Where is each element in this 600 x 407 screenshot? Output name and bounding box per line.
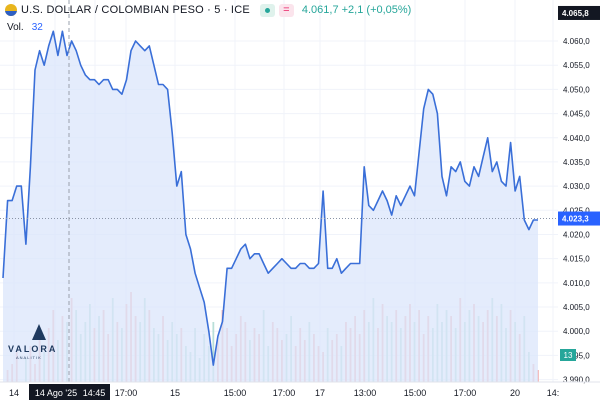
y-tick-label: 4.020,0 [563, 230, 590, 239]
x-tick-label: 15:00 [404, 388, 427, 398]
price-line [2, 30, 538, 366]
x-tick-label: 20 [510, 388, 520, 398]
volume-label: Vol. [7, 22, 24, 33]
x-tick-label: 14 Ago '25 [35, 388, 77, 398]
price-badges: 4.065,8 4.023,3 13 [558, 5, 600, 361]
equals-button[interactable]: = [278, 3, 294, 17]
logo-word: VALORA [8, 344, 58, 354]
price-area [3, 31, 538, 383]
watermark-logo: VALORA ANALITIK [8, 320, 68, 360]
x-tick-label: 15:00 [224, 388, 247, 398]
symbol-title[interactable]: U.S. DOLLAR / COLOMBIAN PESO · 5 · ICE [21, 4, 250, 16]
y-tick-label: 4.040,0 [563, 134, 590, 143]
y-tick-label: 4.060,0 [563, 37, 590, 46]
flag-icon [5, 4, 17, 16]
y-tick-label: 3.995,0 [563, 351, 590, 360]
y-tick-label: 4.045,0 [563, 110, 590, 119]
market-status-icon[interactable] [259, 3, 275, 17]
volume-value: 32 [31, 22, 43, 33]
y-tick-label: 4.035,0 [563, 158, 590, 167]
y-tick-label: 4.030,0 [563, 182, 590, 191]
price-axis[interactable]: 4.060,0 4.055,0 4.050,0 4.045,0 4.040,0 4.035… [558, 0, 600, 385]
time-axis[interactable]: 14 14 Ago '25 14:45 17:00 15 15:00 17:00 17 13:0… [0, 381, 600, 400]
x-tick-label: 15 [170, 388, 180, 398]
x-tick-label: 17:00 [273, 388, 296, 398]
volume-bar [212, 322, 215, 382]
y-tick-label: 4.015,0 [563, 255, 590, 264]
y-tick-label: 3.990,0 [563, 376, 590, 385]
logo-subword: ANALITIK [16, 355, 42, 360]
high-price-badge [558, 5, 600, 20]
price-axis-bg [558, 0, 600, 382]
y-tick-label: 4.050,0 [563, 85, 590, 94]
x-tick-label: 14:45 [83, 388, 106, 398]
volume-badge-text: 13 [564, 351, 573, 360]
volume-legend[interactable]: Vol. 32 [7, 22, 43, 33]
x-tick-label: 14 [9, 388, 19, 398]
x-tick-label: 17 [315, 388, 325, 398]
x-tick-label: 17:00 [115, 388, 138, 398]
y-tick-label: 4.005,0 [563, 303, 590, 312]
x-tick-label: 14: [547, 388, 560, 398]
y-tick-label: 4.055,0 [563, 61, 590, 70]
volume-badge [560, 349, 576, 361]
chart-header: U.S. DOLLAR / COLOMBIAN PESO · 5 · ICE =… [0, 0, 560, 20]
high-price-badge-text: 4.065,8 [562, 9, 589, 18]
price-change: 4.061,7 +2,1 (+0,05%) [301, 4, 412, 16]
crosshair-time-badge [29, 384, 110, 400]
x-tick-label: 17:00 [454, 388, 477, 398]
y-tick-label: 4.000,0 [563, 327, 590, 336]
x-tick-label: 13:00 [354, 388, 377, 398]
y-tick-label: 4.010,0 [563, 279, 590, 288]
y-tick-label: 4.025,0 [563, 206, 590, 215]
last-price-badge [558, 211, 600, 226]
logo-triangle-icon [32, 324, 46, 340]
last-price-badge-text: 4.023,3 [562, 215, 589, 224]
